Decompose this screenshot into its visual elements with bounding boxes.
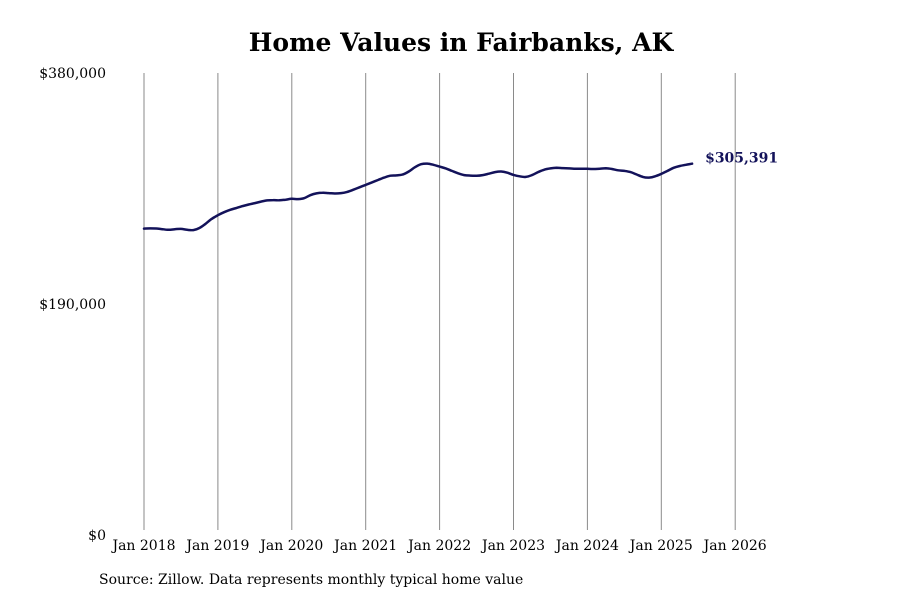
series-line (142, 162, 694, 232)
x-axis-ticks: Jan 2018 Jan 2019 Jan 2020 Jan 2021 Jan 2022… (110, 538, 766, 554)
x-tick-label: Jan 2025 (628, 538, 693, 554)
x-tick-label: Jan 2024 (554, 538, 619, 554)
x-tick-label: Jan 2019 (184, 538, 249, 554)
x-tick-label: Jan 2026 (702, 538, 767, 554)
y-tick-label: $0 (88, 528, 106, 544)
x-tick-label: Jan 2023 (480, 538, 545, 554)
y-tick-label: $380,000 (39, 66, 106, 82)
x-tick-label: Jan 2022 (406, 538, 471, 554)
y-axis-ticks: $0 $190,000 $380,000 (39, 66, 106, 544)
vertical-gridlines (143, 73, 736, 530)
chart-title: Home Values in Fairbanks, AK (248, 28, 674, 57)
end-value-label: $305,391 (705, 151, 778, 167)
x-tick-label: Jan 2020 (258, 538, 323, 554)
y-tick-label: $190,000 (39, 297, 106, 313)
x-tick-label: Jan 2018 (110, 538, 175, 554)
x-tick-label: Jan 2021 (332, 538, 397, 554)
source-note: Source: Zillow. Data represents monthly … (99, 572, 524, 588)
